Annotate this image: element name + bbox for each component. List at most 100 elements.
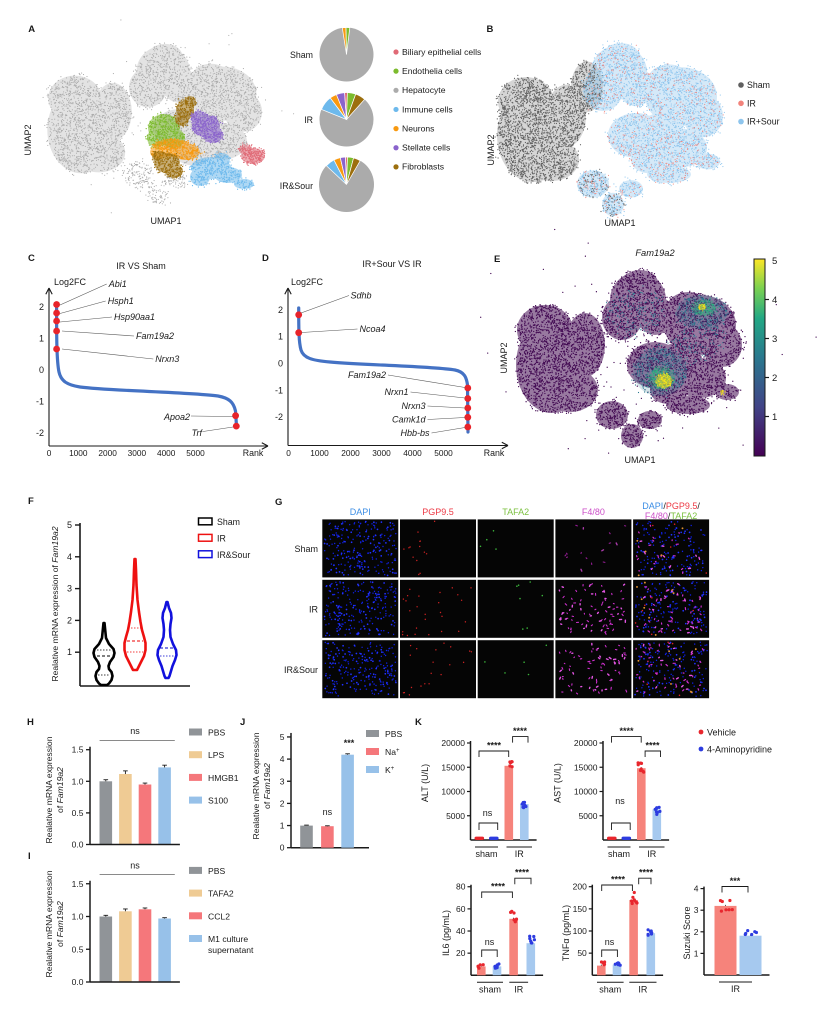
svg-text:3: 3 (772, 334, 777, 345)
svg-text:IR+Sour VS IR: IR+Sour VS IR (362, 259, 422, 269)
svg-text:CCL2: CCL2 (208, 911, 230, 921)
svg-text:1: 1 (278, 332, 283, 342)
svg-text:E: E (494, 254, 500, 265)
svg-text:2: 2 (278, 305, 283, 315)
svg-text:2: 2 (39, 302, 44, 312)
svg-text:Realative mRNA expression: Realative mRNA expression (251, 732, 261, 839)
svg-text:HMGB1: HMGB1 (208, 773, 239, 783)
svg-text:2000: 2000 (341, 448, 360, 458)
svg-text:****: **** (491, 882, 506, 892)
svg-text:Realative mRNA expression of F: Realative mRNA expression of Fam19a2 (50, 526, 60, 681)
svg-text:IR: IR (304, 115, 313, 125)
svg-text:Rank: Rank (243, 448, 264, 458)
svg-text:3: 3 (694, 905, 699, 915)
svg-text:IR: IR (515, 849, 525, 859)
svg-text:TAFA2: TAFA2 (208, 889, 234, 899)
svg-text:****: **** (619, 726, 634, 736)
svg-text:F: F (28, 496, 34, 507)
svg-text:IR: IR (731, 984, 741, 994)
svg-text:ns: ns (615, 796, 625, 806)
svg-text:of Fam19a2: of Fam19a2 (262, 763, 272, 809)
svg-text:1.0: 1.0 (72, 776, 84, 786)
svg-text:5000: 5000 (446, 811, 465, 821)
svg-text:2: 2 (694, 927, 699, 937)
svg-text:Fam19a2: Fam19a2 (136, 331, 174, 341)
svg-text:UMAP1: UMAP1 (150, 216, 181, 226)
svg-text:1: 1 (39, 334, 44, 344)
svg-text:PBS: PBS (208, 728, 225, 738)
svg-text:1: 1 (280, 821, 285, 831)
svg-text:10000: 10000 (441, 787, 465, 797)
svg-text:1000: 1000 (69, 448, 88, 458)
svg-text:S100: S100 (208, 796, 228, 806)
svg-text:UMAP1: UMAP1 (604, 218, 635, 228)
svg-text:Fam19a2: Fam19a2 (635, 248, 675, 258)
svg-text:PBS: PBS (385, 729, 402, 739)
svg-text:4: 4 (280, 754, 285, 764)
svg-text:IL6 (pg/mL): IL6 (pg/mL) (441, 910, 451, 956)
svg-text:J: J (240, 717, 245, 728)
svg-text:****: **** (639, 868, 654, 878)
svg-text:DAPI: DAPI (350, 507, 371, 517)
svg-text:A: A (28, 24, 35, 35)
svg-text:-2: -2 (36, 428, 44, 438)
svg-text:4: 4 (772, 295, 777, 306)
svg-text:K: K (415, 717, 422, 728)
svg-text:IR VS Sham: IR VS Sham (116, 261, 166, 271)
svg-text:of Fam19a2: of Fam19a2 (55, 901, 65, 947)
svg-text:TNFα (pg/mL): TNFα (pg/mL) (561, 905, 571, 961)
svg-text:Sham: Sham (747, 80, 770, 90)
svg-text:****: **** (611, 875, 626, 885)
svg-text:Endothelia cells: Endothelia cells (402, 66, 462, 76)
svg-text:15000: 15000 (441, 762, 465, 772)
svg-text:sham: sham (479, 984, 501, 994)
svg-text:ns: ns (130, 726, 140, 736)
svg-text:UMAP2: UMAP2 (23, 124, 33, 155)
svg-text:1: 1 (67, 647, 72, 657)
svg-text:0: 0 (278, 359, 283, 369)
svg-text:3000: 3000 (128, 448, 147, 458)
svg-text:15000: 15000 (574, 762, 598, 772)
svg-text:Na+: Na+ (385, 747, 400, 757)
svg-text:-1: -1 (275, 385, 283, 395)
svg-text:100: 100 (573, 926, 587, 936)
svg-text:ns: ns (130, 861, 140, 871)
svg-text:150: 150 (573, 904, 587, 914)
svg-text:3000: 3000 (372, 448, 391, 458)
svg-text:Nrxn3: Nrxn3 (401, 401, 425, 411)
svg-text:20: 20 (456, 948, 466, 958)
svg-text:0: 0 (39, 365, 44, 375)
svg-text:UMAP2: UMAP2 (486, 134, 496, 165)
svg-text:Hbb-bs: Hbb-bs (400, 428, 430, 438)
svg-text:0: 0 (286, 448, 291, 458)
svg-text:Realative mRNA expression: Realative mRNA expression (44, 736, 54, 843)
svg-text:TAFA2: TAFA2 (502, 507, 529, 517)
svg-text:C: C (28, 253, 35, 264)
svg-text:***: *** (344, 738, 355, 748)
svg-text:IR: IR (747, 98, 756, 108)
svg-text:I: I (28, 851, 31, 862)
svg-text:B: B (487, 24, 494, 35)
svg-text:5000: 5000 (186, 448, 205, 458)
svg-text:IR: IR (309, 605, 319, 615)
svg-text:AST (U/L): AST (U/L) (553, 763, 563, 803)
svg-text:IR&Sour: IR&Sour (280, 181, 313, 191)
svg-text:PBS: PBS (208, 866, 225, 876)
svg-text:5000: 5000 (579, 811, 598, 821)
svg-text:Suzuki Score: Suzuki Score (682, 906, 692, 959)
svg-text:Sham: Sham (294, 544, 318, 554)
svg-text:IR+Sour: IR+Sour (747, 117, 780, 127)
svg-text:Neurons: Neurons (402, 123, 434, 133)
svg-text:IR: IR (514, 984, 524, 994)
svg-text:Log2FC: Log2FC (54, 277, 87, 287)
svg-text:sham: sham (599, 984, 621, 994)
svg-text:80: 80 (456, 882, 466, 892)
svg-text:1000: 1000 (310, 448, 329, 458)
svg-text:-2: -2 (275, 412, 283, 422)
svg-text:20000: 20000 (574, 738, 598, 748)
svg-text:M1 culture: M1 culture (208, 934, 248, 944)
svg-text:-1: -1 (36, 397, 44, 407)
svg-text:Biliary epithelial cells: Biliary epithelial cells (402, 47, 481, 57)
svg-text:F4/80: F4/80 (582, 507, 605, 517)
svg-text:1.5: 1.5 (72, 879, 84, 889)
